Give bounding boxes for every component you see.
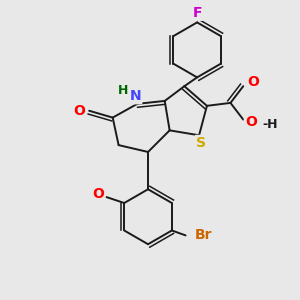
- Text: O: O: [247, 75, 259, 89]
- Text: -H: -H: [263, 118, 278, 131]
- Text: S: S: [196, 136, 206, 150]
- Text: O: O: [245, 115, 257, 128]
- Text: O: O: [92, 187, 104, 201]
- Text: Br: Br: [194, 228, 212, 242]
- Text: N: N: [130, 89, 141, 103]
- Text: F: F: [192, 6, 202, 20]
- Text: H: H: [118, 84, 129, 97]
- Text: O: O: [74, 104, 85, 118]
